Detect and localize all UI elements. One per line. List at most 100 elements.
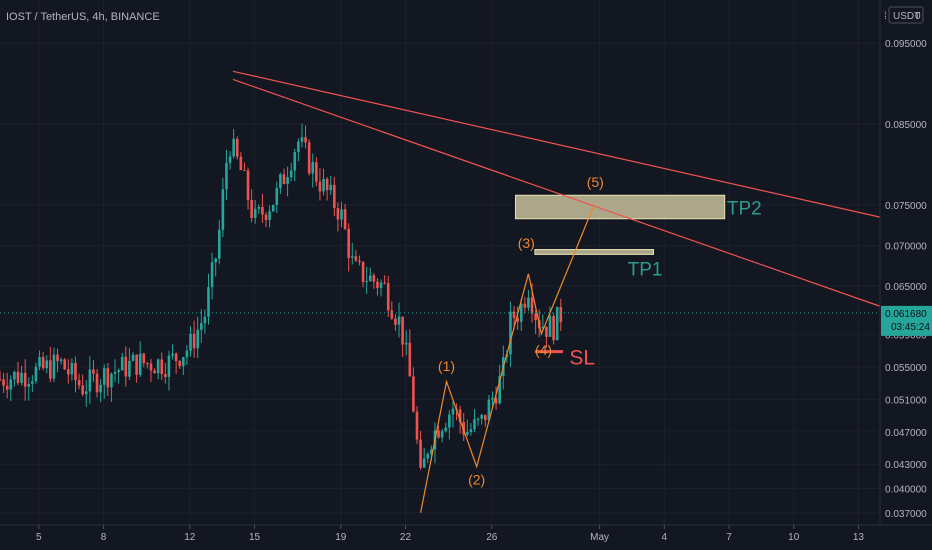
candle-body <box>404 342 408 345</box>
wave-label: (1) <box>438 358 455 374</box>
candle-body <box>135 354 138 375</box>
candle-body <box>523 303 527 308</box>
trendline[interactable] <box>232 78 881 307</box>
target-zone-tp1[interactable] <box>534 249 655 255</box>
candle-body <box>491 397 494 400</box>
candle-body <box>77 380 81 386</box>
candle-body <box>350 256 354 258</box>
candle-body <box>5 385 9 390</box>
x-tick-label: 8 <box>101 532 107 543</box>
y-tick-label: 0.095000 <box>885 39 927 50</box>
candle-body <box>192 333 196 349</box>
wave-label: (2) <box>468 471 485 487</box>
currency-zero-label: 0 <box>915 11 921 22</box>
y-tick-label: 0.065000 <box>885 282 927 293</box>
candle-body <box>174 353 178 362</box>
candle-body <box>271 204 275 212</box>
currency-label: USDT <box>893 11 920 22</box>
candle-body <box>354 256 358 261</box>
candle-body <box>106 368 110 388</box>
candle-body <box>128 360 131 377</box>
candle-body <box>63 359 67 370</box>
candle-body <box>548 316 552 337</box>
x-tick-label: 10 <box>788 532 800 543</box>
candle-body <box>113 372 117 374</box>
candle-body <box>9 379 13 390</box>
candle-body <box>476 418 480 420</box>
y-tick-label: 0.075000 <box>885 201 927 212</box>
wave-label: (4) <box>535 342 552 358</box>
candle-body <box>534 313 537 321</box>
candle-body <box>340 209 343 220</box>
candle-body <box>383 282 386 284</box>
candle-body <box>430 449 433 454</box>
candle-body <box>311 162 315 174</box>
y-tick-label: 0.070000 <box>885 241 927 252</box>
candle-body <box>34 366 38 382</box>
candle-body <box>225 162 228 190</box>
candle-body <box>555 306 559 341</box>
candle-body <box>138 353 142 375</box>
currency-selector[interactable]: USDT 0 ⁞ <box>884 6 924 24</box>
candle-body <box>512 311 516 319</box>
candle-body <box>13 371 16 380</box>
candle-body <box>318 181 322 192</box>
candle-body <box>408 342 412 377</box>
y-tick-label: 0.059000 <box>885 331 927 342</box>
candle-body <box>84 391 88 395</box>
current-price-tag: 0.061680 03:45:24 <box>881 305 932 336</box>
candle-body <box>217 229 221 259</box>
annotation-tp1: TP1 <box>628 259 663 280</box>
target-zone-tp2[interactable] <box>514 194 726 220</box>
candle-body <box>131 354 135 361</box>
candle-body <box>2 379 5 386</box>
candle-body <box>451 408 455 415</box>
target-zones <box>514 194 726 354</box>
candle-body <box>228 156 232 163</box>
candle-body <box>509 311 512 355</box>
candle-body <box>171 353 174 356</box>
candle-body <box>329 184 333 191</box>
annotation-sl: SL <box>569 347 595 370</box>
y-tick-label: 0.085000 <box>885 120 927 131</box>
candle-body <box>422 458 426 468</box>
x-tick-label: May <box>590 532 609 543</box>
elliott-wave-path[interactable] <box>420 207 594 513</box>
y-tick-label: 0.043000 <box>885 460 927 471</box>
candle-body <box>297 141 300 153</box>
candle-body <box>372 275 376 282</box>
candle-body <box>67 369 70 375</box>
candle-body <box>23 372 27 387</box>
candle-body <box>164 374 167 377</box>
candle-body <box>142 353 146 364</box>
trendline[interactable] <box>232 70 881 218</box>
candle-body <box>167 355 171 377</box>
candle-body <box>437 430 440 438</box>
candle-body <box>397 316 401 325</box>
candle-body <box>153 370 156 374</box>
candle-body <box>545 326 548 337</box>
candle-body <box>52 354 56 379</box>
y-tick-label: 0.055000 <box>885 363 927 374</box>
candle-body <box>210 262 214 288</box>
currency-badge[interactable] <box>888 6 924 24</box>
candle-body <box>207 287 210 317</box>
candle-body <box>261 206 264 215</box>
current-price-value: 0.061680 <box>885 309 927 320</box>
price-axis-ticks: 0.095000 0.085000 0.075000 0.070000 0.065000… <box>885 39 927 520</box>
candle-body <box>494 397 498 404</box>
stop-loss-line[interactable] <box>534 350 563 354</box>
candle-body <box>16 371 20 383</box>
candle-body <box>156 359 160 374</box>
candle-body <box>239 156 243 170</box>
candle-body <box>286 177 289 184</box>
candle-body <box>160 359 164 375</box>
candle-body <box>56 354 59 362</box>
candle-body <box>95 373 99 393</box>
candle-body <box>38 357 41 367</box>
candle-body <box>243 169 246 171</box>
candle-body <box>315 162 318 182</box>
candle-body <box>189 333 192 351</box>
